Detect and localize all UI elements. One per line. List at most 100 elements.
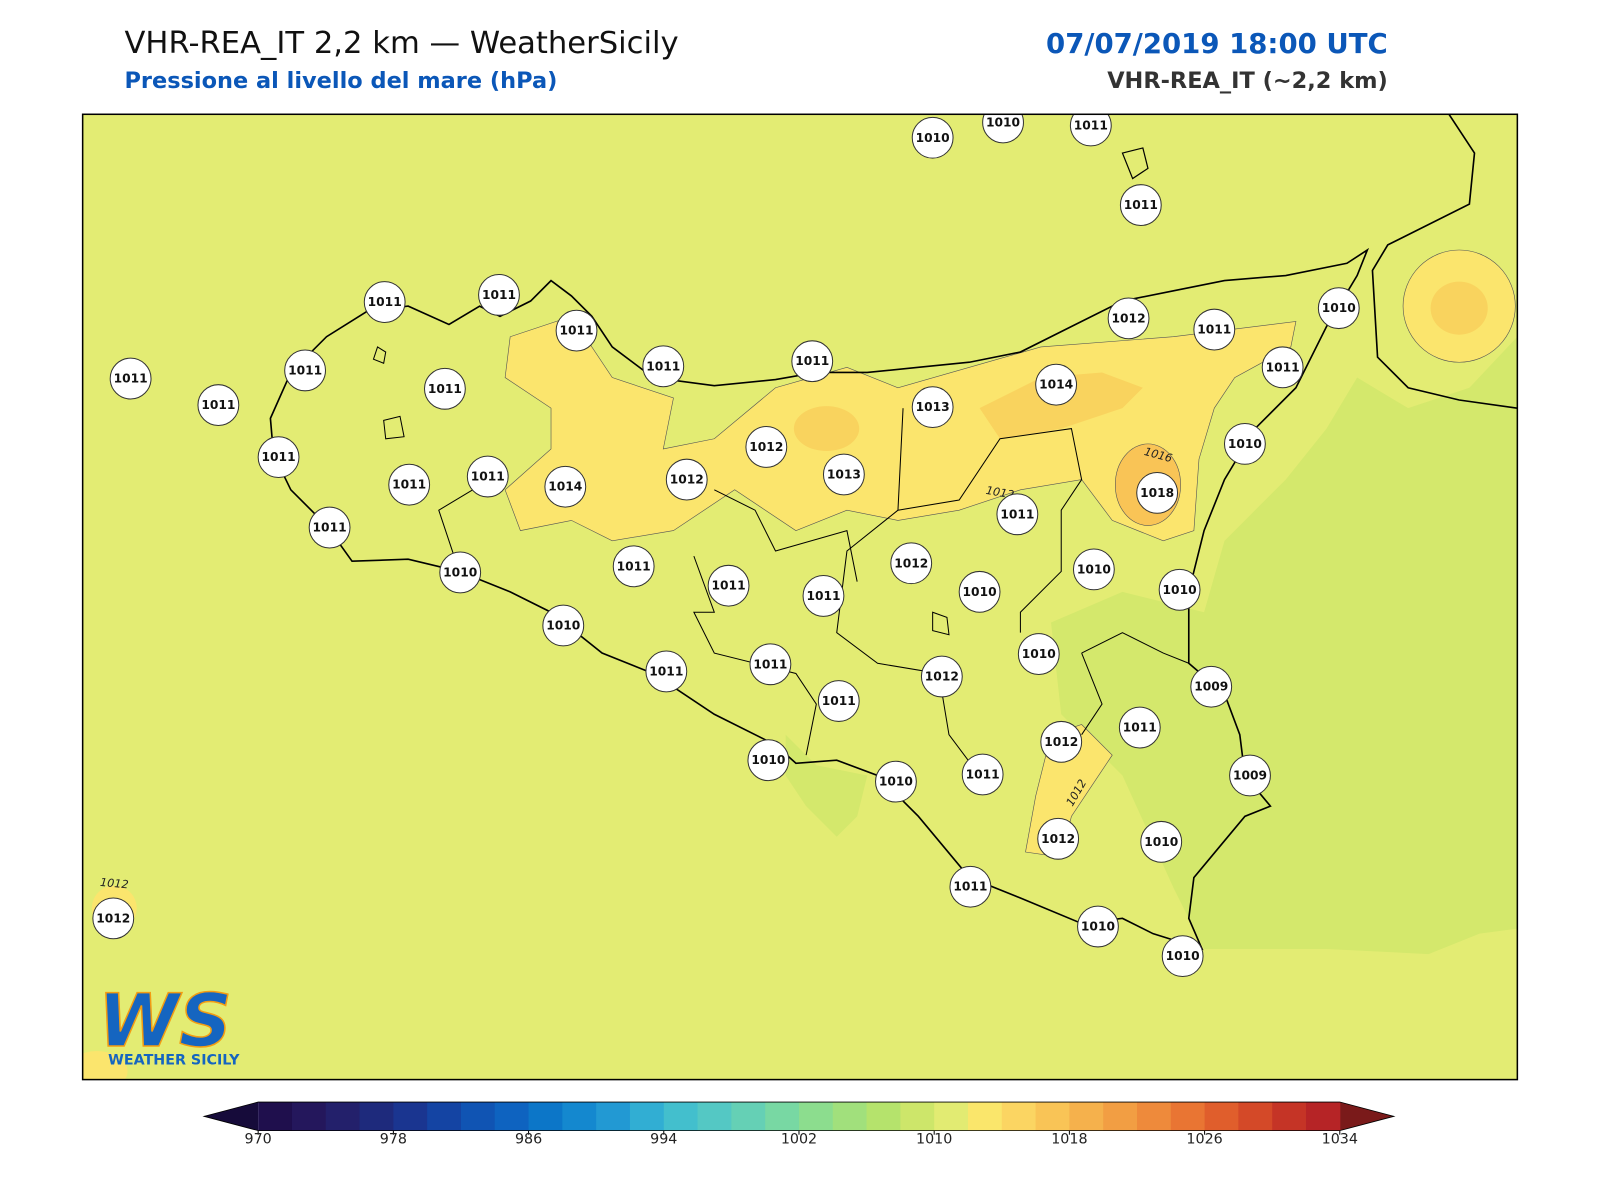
colorbar-band [258, 1102, 293, 1131]
station-value: 1010 [986, 115, 1020, 129]
colorbar-band [1069, 1102, 1104, 1131]
colorbar-over [1339, 1102, 1394, 1131]
station-marker [911, 116, 954, 159]
map-frame [81, 113, 1519, 1081]
colorbar-band [1238, 1102, 1273, 1131]
coastline [269, 247, 1370, 951]
station-value: 1012 [749, 440, 783, 454]
logo: WS WEATHER SICILY [97, 978, 240, 1068]
station-marker [707, 564, 750, 607]
colorbar-tick-label: 1002 [781, 1131, 817, 1147]
colorbar-band [359, 1102, 394, 1131]
pressure-area-higher [793, 406, 860, 452]
station-marker [665, 458, 708, 501]
colorbar-band [562, 1102, 597, 1131]
colorbar-tick-label: 970 [245, 1131, 272, 1147]
station-value: 1011 [471, 470, 505, 484]
station-marker [1035, 363, 1078, 406]
pressure-area-low [1051, 336, 1518, 955]
station-value: 1009 [1194, 680, 1228, 694]
station-value: 1011 [201, 398, 235, 412]
station-value: 1012 [1041, 832, 1075, 846]
station-value: 1012 [925, 670, 959, 684]
station-value: 1018 [1140, 486, 1174, 500]
pressure-area-low [785, 734, 868, 837]
station-value: 1011 [428, 382, 462, 396]
station-marker [1037, 817, 1080, 860]
station-value: 1010 [1166, 949, 1200, 963]
station-marker [996, 493, 1039, 536]
station-value: 1010 [1077, 562, 1111, 576]
station-value: 1010 [751, 753, 785, 767]
station-value: 1011 [806, 589, 840, 603]
station-value: 1013 [827, 467, 861, 481]
station-value: 1012 [1112, 311, 1146, 325]
station-marker [745, 426, 788, 468]
colorbar-band [663, 1102, 699, 1131]
station-value: 1010 [1022, 647, 1056, 661]
station-value: 1013 [916, 400, 950, 414]
station-marker [478, 273, 520, 316]
station-marker [817, 680, 860, 722]
colorbar-tick-label: 1026 [1186, 1131, 1222, 1147]
station-marker [920, 655, 963, 698]
station-marker [1069, 114, 1112, 147]
station-marker [423, 367, 466, 410]
station-value: 1010 [1144, 835, 1178, 849]
station-value: 1010 [1228, 437, 1262, 451]
station-value: 1011 [966, 767, 1000, 781]
station-marker [1140, 820, 1183, 863]
colorbar-band [1272, 1102, 1307, 1131]
station-value: 1011 [1123, 721, 1157, 735]
colorbar-band [291, 1102, 327, 1131]
station-marker [911, 386, 954, 429]
station-marker [197, 384, 240, 427]
logo-name: WEATHER SICILY [108, 1052, 240, 1068]
station-marker [1136, 471, 1179, 514]
station-value: 1011 [617, 559, 651, 573]
station-marker [1317, 287, 1360, 330]
station-value: 1010 [916, 131, 950, 145]
colorbar-band [934, 1102, 969, 1131]
colorbar-band [1305, 1102, 1341, 1131]
pressure-area-high [82, 1051, 128, 1080]
contour-label: 1012 [99, 876, 129, 891]
station-marker [791, 340, 834, 383]
station-value: 1010 [963, 585, 997, 599]
island [1121, 147, 1149, 180]
station-marker [1161, 935, 1204, 978]
station-marker [1119, 184, 1162, 227]
station-value: 1011 [114, 372, 148, 386]
station-marker [612, 545, 655, 588]
title: VHR-REA_IT 2,2 km — WeatherSicily [124, 26, 678, 61]
station-value: 1011 [712, 579, 746, 593]
colorbar: 970 978 986 994 1002 1010 1018 1026 1034 [202, 1101, 1396, 1147]
colorbar-band [393, 1102, 428, 1131]
station-marker [1118, 706, 1161, 749]
station-value: 1010 [1163, 583, 1197, 597]
station-value: 1011 [1074, 119, 1108, 133]
station-marker [1017, 633, 1060, 675]
colorbar-band [1103, 1102, 1138, 1131]
stations: 1010 1010 1011 1011 1011 1011 1011 1011 1011 1011… [92, 114, 1360, 978]
station-value: 1011 [392, 478, 426, 492]
colorbar-tick-label: 994 [650, 1131, 677, 1147]
province-borders [438, 408, 1189, 776]
station-value: 1012 [1044, 735, 1078, 749]
station-value: 1011 [559, 324, 593, 338]
colorbar-under [204, 1102, 259, 1131]
station-marker [961, 753, 1004, 796]
station-value: 1011 [262, 450, 296, 464]
station-marker [875, 760, 917, 803]
station-value: 1010 [879, 775, 913, 789]
colorbar-band [325, 1102, 361, 1131]
colorbar-band [1204, 1102, 1239, 1131]
station-marker [890, 542, 933, 585]
station-marker [544, 465, 587, 508]
colorbar-band [629, 1102, 665, 1131]
station-value: 1011 [1197, 323, 1231, 337]
